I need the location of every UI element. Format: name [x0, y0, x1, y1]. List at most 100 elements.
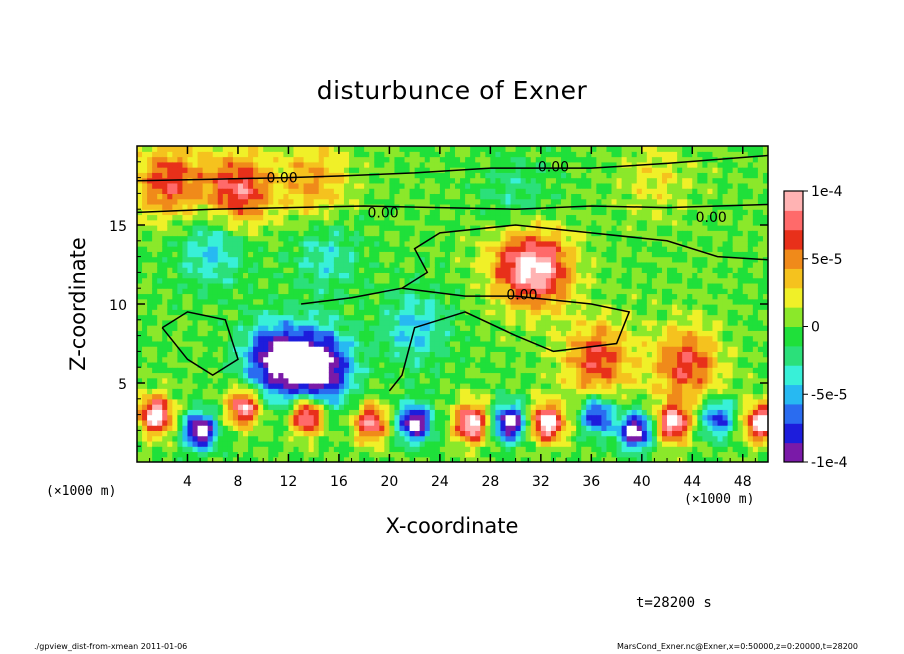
heat-cell: [202, 193, 209, 200]
heat-cell: [409, 440, 416, 447]
heat-cell: [515, 256, 522, 263]
heat-cell: [520, 146, 527, 152]
heat-cell: [455, 367, 461, 374]
heat-cell: [157, 151, 163, 158]
heat-cell: [404, 198, 411, 205]
heat-cell: [278, 440, 284, 447]
heat-cell: [359, 203, 365, 210]
heat-cell: [202, 314, 209, 321]
heat-cell: [485, 219, 491, 226]
heat-cell: [475, 388, 481, 395]
heat-cell: [333, 388, 340, 395]
heat-cell: [545, 361, 552, 368]
heat-cell: [162, 446, 168, 453]
heat-cell: [202, 203, 209, 210]
heat-cell: [540, 383, 547, 389]
heat-cell: [278, 156, 284, 163]
heat-cell: [505, 446, 512, 453]
heat-cell: [439, 451, 446, 458]
heat-cell: [444, 346, 451, 352]
heat-cell: [399, 230, 406, 237]
heat-cell: [515, 225, 522, 231]
heat-cell: [520, 356, 527, 363]
heat-cell: [460, 346, 466, 352]
heat-cell: [475, 198, 481, 205]
heat-cell: [399, 293, 406, 300]
heat-cell: [369, 451, 375, 458]
heat-cell: [318, 377, 325, 384]
heat-cell: [243, 346, 249, 352]
heat-cell: [449, 367, 456, 374]
heat-cell: [268, 146, 274, 152]
heat-cell: [475, 261, 481, 268]
heat-cell: [328, 288, 335, 295]
heat-cell: [298, 209, 305, 216]
heat-cell: [338, 298, 345, 305]
heat-cell: [510, 356, 517, 363]
heat-cell: [253, 351, 259, 358]
heat-cell: [409, 230, 416, 237]
heat-cell: [550, 219, 557, 226]
heat-cell: [364, 240, 370, 247]
heat-cell: [263, 240, 269, 247]
heat-cell: [182, 367, 189, 374]
heat-cell: [359, 435, 365, 442]
heat-cell: [263, 388, 269, 395]
heat-cell: [465, 440, 471, 447]
heat-cell: [545, 319, 552, 326]
heat-cell: [268, 319, 274, 326]
heat-cell: [449, 293, 456, 300]
heat-cell: [460, 198, 466, 205]
heat-cell: [142, 193, 148, 200]
heat-cell: [278, 293, 284, 300]
heat-cell: [273, 177, 279, 184]
heat-cell: [232, 272, 239, 279]
heat-cell: [273, 193, 279, 200]
heat-cell: [227, 361, 234, 368]
heat-cell: [495, 361, 502, 368]
heat-cell: [333, 414, 340, 421]
heat-cell: [227, 419, 234, 426]
heat-cell: [263, 361, 269, 368]
heat-cell: [500, 340, 507, 347]
heat-cell: [293, 167, 300, 173]
heat-cell: [152, 256, 158, 263]
heat-cell: [227, 293, 234, 300]
heat-cell: [162, 214, 168, 221]
heat-cell: [505, 383, 512, 389]
heat-cell: [318, 335, 325, 342]
heat-cell: [318, 177, 325, 184]
heat-cell: [318, 451, 325, 458]
heat-cell: [248, 419, 254, 426]
heat-cell: [253, 330, 259, 337]
heat-cell: [389, 298, 396, 305]
heat-cell: [525, 193, 532, 200]
heat-cell: [273, 409, 279, 416]
heat-cell: [520, 261, 527, 268]
heat-cell: [419, 256, 426, 263]
heat-cell: [308, 330, 315, 337]
heat-cell: [243, 240, 249, 247]
heat-cell: [263, 219, 269, 226]
heat-cell: [328, 451, 335, 458]
heat-cell: [263, 319, 269, 326]
heat-cell: [263, 440, 269, 447]
heat-cell: [177, 419, 184, 426]
heat-cell: [510, 182, 517, 189]
heat-cell: [490, 335, 497, 342]
heat-cell: [187, 151, 194, 158]
heat-cell: [182, 304, 189, 310]
heat-cell: [455, 161, 461, 168]
heat-cell: [424, 372, 431, 379]
heat-cell: [364, 361, 370, 368]
heat-cell: [399, 351, 406, 358]
heat-cell: [520, 351, 527, 358]
heat-cell: [172, 240, 178, 247]
heat-cell: [389, 304, 396, 310]
heat-cell: [293, 446, 300, 453]
heat-cell: [399, 330, 406, 337]
heat-cell: [328, 256, 335, 263]
heat-cell: [268, 177, 274, 184]
heat-cell: [177, 246, 184, 252]
heat-cell: [197, 361, 204, 368]
